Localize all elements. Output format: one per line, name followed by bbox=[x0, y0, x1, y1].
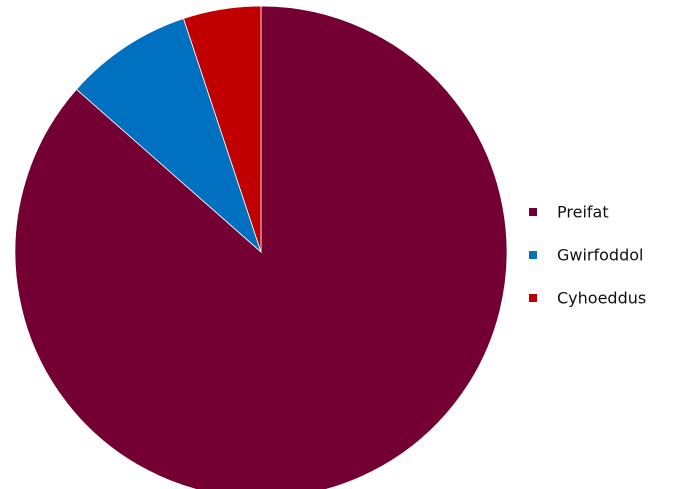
legend-label-cyhoeddus: Cyhoeddus bbox=[557, 289, 646, 308]
legend: Preifat Gwirfoddol Cyhoeddus bbox=[529, 203, 646, 308]
pie-slice-cyhoeddus bbox=[183, 5, 262, 253]
legend-swatch-preifat bbox=[529, 208, 537, 216]
pie-slices bbox=[14, 5, 508, 489]
legend-swatch-gwirfoddol bbox=[529, 251, 537, 259]
legend-label-preifat: Preifat bbox=[557, 203, 609, 222]
legend-label-gwirfoddol: Gwirfoddol bbox=[557, 246, 643, 265]
legend-swatch-cyhoeddus bbox=[529, 294, 537, 302]
pie-slice-gwirfoddol bbox=[75, 18, 262, 254]
